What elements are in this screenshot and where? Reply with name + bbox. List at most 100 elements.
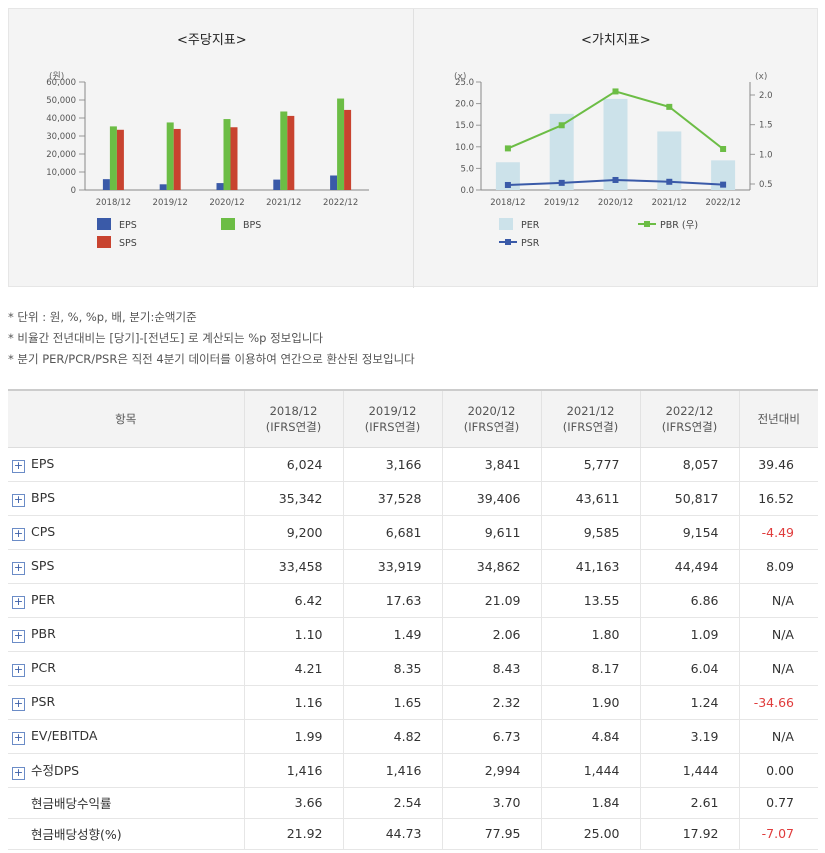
bar-eps xyxy=(330,175,338,190)
yoy-cell: N/A xyxy=(738,719,818,754)
point-psr xyxy=(612,176,619,183)
chart-divider xyxy=(413,9,414,288)
expand-plus-icon[interactable]: + xyxy=(12,696,25,711)
expand-plus-icon[interactable]: + xyxy=(12,730,25,745)
y-tick-label: 10.0 xyxy=(455,143,474,153)
bar-per xyxy=(603,98,628,190)
bar-bps xyxy=(280,111,288,190)
row-label: + BPS xyxy=(8,481,244,516)
value-cell: 9,611 xyxy=(441,515,541,550)
x-tick-label: 2022/12 xyxy=(705,198,740,208)
bar-sps xyxy=(344,109,352,190)
per-share-chart: (원) 0 10,000 20,000 30,000 40,000 50,000 60,000… xyxy=(46,71,369,249)
yoy-cell: 0.00 xyxy=(738,753,818,788)
value-cell: 1.09 xyxy=(639,617,739,652)
y2-tick-label: 1.0 xyxy=(759,150,773,160)
value-cell: 6,681 xyxy=(342,515,442,550)
value-cell: 1.90 xyxy=(540,685,640,720)
value-cell: 8.35 xyxy=(342,651,442,686)
row-label-text: 현금배당성향(%) xyxy=(31,827,122,842)
row-label-text: EV/EBITDA xyxy=(31,727,98,743)
y-tick-label: 50,000 xyxy=(46,96,76,106)
value-cell: 17.92 xyxy=(639,818,739,850)
bar-eps xyxy=(102,179,110,190)
point-psr xyxy=(666,178,673,185)
value-cell: 2.54 xyxy=(342,787,442,819)
table-row[interactable]: + CPS 9,200 6,681 9,611 9,585 9,154 -4.49 xyxy=(8,515,818,550)
point-pbr xyxy=(720,145,727,152)
point-psr xyxy=(558,179,565,186)
value-cell: 6.04 xyxy=(639,651,739,686)
value-cell: 8.17 xyxy=(540,651,640,686)
bar-bps xyxy=(109,126,117,190)
table-row[interactable]: + PBR 1.10 1.49 2.06 1.80 1.09 N/A xyxy=(8,617,818,652)
expand-plus-icon[interactable]: + xyxy=(12,526,25,541)
table-row[interactable]: + EPS 6,024 3,166 3,841 5,777 8,057 39.46 xyxy=(8,447,818,482)
yoy-cell: 8.09 xyxy=(738,549,818,584)
row-label: + PBR xyxy=(8,617,244,652)
value-cell: 6.73 xyxy=(441,719,541,754)
expand-plus-icon[interactable]: + xyxy=(12,560,25,575)
value-cell: 4.82 xyxy=(342,719,442,754)
y-tick-label: 0 xyxy=(71,186,76,196)
header-period: 2020/12 (IFRS연결) xyxy=(441,389,541,448)
row-label-text: PCR xyxy=(31,659,56,675)
value-cell: 1,444 xyxy=(540,753,640,788)
row-label: 현금배당성향(%) xyxy=(8,818,244,850)
point-psr xyxy=(504,181,511,188)
value-cell: 4.21 xyxy=(243,651,343,686)
table-row[interactable]: + PSR 1.16 1.65 2.32 1.90 1.24 -34.66 xyxy=(8,685,818,720)
value-cell: 44,494 xyxy=(639,549,739,584)
row-label-text: 현금배당수익률 xyxy=(31,796,112,811)
legend-label-bps: BPS xyxy=(243,220,261,231)
bar-sps xyxy=(230,127,238,190)
row-label-text: PSR xyxy=(31,693,56,709)
table-row: 현금배당수익률 3.66 2.54 3.70 1.84 2.61 0.77 xyxy=(8,787,818,819)
chart-title-valuation: <가치지표> xyxy=(581,33,651,48)
expand-plus-icon[interactable]: + xyxy=(12,492,25,507)
value-cell: 37,528 xyxy=(342,481,442,516)
yoy-cell: -4.49 xyxy=(738,515,818,550)
x-tick-label: 2019/12 xyxy=(153,198,188,208)
x-tick-label: 2020/12 xyxy=(209,198,244,208)
expand-plus-icon[interactable]: + xyxy=(12,766,25,780)
expand-plus-icon[interactable]: + xyxy=(12,628,25,643)
point-pbr xyxy=(504,145,511,152)
y-tick-label: 20,000 xyxy=(46,150,76,160)
yoy-cell: 39.46 xyxy=(738,447,818,482)
y-axis-label: (x) xyxy=(454,72,466,82)
x-tick-label: 2021/12 xyxy=(652,198,687,208)
y-tick-label: 40,000 xyxy=(46,114,76,124)
legend-swatch-eps xyxy=(97,218,111,230)
value-cell: 3,166 xyxy=(342,447,442,482)
expand-plus-icon[interactable]: + xyxy=(12,662,25,677)
value-cell: 9,585 xyxy=(540,515,640,550)
table-row[interactable]: + BPS 35,342 37,528 39,406 43,611 50,817 16.52 xyxy=(8,481,818,516)
legend-marker-pbr xyxy=(644,221,650,227)
legend-swatch-bps xyxy=(221,218,235,230)
value-cell: 1.99 xyxy=(243,719,343,754)
y-tick-label: 30,000 xyxy=(46,132,76,142)
bar-bps xyxy=(337,98,345,190)
x-tick-label: 2018/12 xyxy=(96,198,131,208)
table-row[interactable]: + EV/EBITDA 1.99 4.82 6.73 4.84 3.19 N/A xyxy=(8,719,818,754)
y-tick-label: 20.0 xyxy=(455,100,474,110)
value-cell: 1.65 xyxy=(342,685,442,720)
table-row[interactable]: + PCR 4.21 8.35 8.43 8.17 6.04 N/A xyxy=(8,651,818,686)
header-period: 2019/12 (IFRS연결) xyxy=(342,389,442,448)
value-cell: 44.73 xyxy=(342,818,442,850)
table-row[interactable]: + 수정DPS 1,416 1,416 2,994 1,444 1,444 0.00 xyxy=(8,753,818,788)
yoy-cell: -7.07 xyxy=(738,818,818,850)
table-row[interactable]: + PER 6.42 17.63 21.09 13.55 6.86 N/A xyxy=(8,583,818,618)
row-label-text: EPS xyxy=(31,455,55,471)
bar-sps xyxy=(173,128,181,190)
bar-bps xyxy=(166,122,174,190)
expand-plus-icon[interactable]: + xyxy=(12,458,25,473)
row-label: 현금배당수익률 xyxy=(8,787,244,819)
legend-swatch-sps xyxy=(97,236,111,248)
table-row[interactable]: + SPS 33,458 33,919 34,862 41,163 44,494 8.09 xyxy=(8,549,818,584)
y-tick-label: 5.0 xyxy=(460,164,474,174)
header-period: 2022/12 (IFRS연결) xyxy=(639,389,739,448)
value-cell: 33,458 xyxy=(243,549,343,584)
expand-plus-icon[interactable]: + xyxy=(12,594,25,609)
